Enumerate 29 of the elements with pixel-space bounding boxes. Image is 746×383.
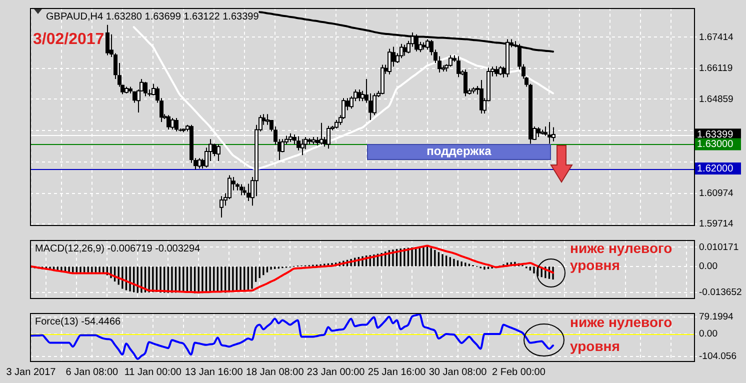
y-tick-label: 1.59714 [699,218,734,230]
y-tick-label: -0.013652 [699,286,742,298]
x-tick-label: 2 Feb 00:00 [492,366,546,378]
x-tick-label: 30 Jan 08:00 [428,366,488,378]
x-tick-label: 23 Jan 00:00 [306,366,366,378]
y-tick-label: 0.00 [699,261,718,272]
ref-line-label: 1.63000 [697,139,734,150]
y-tick-label: 1.67414 [699,32,734,43]
y-tick-label: 1.66119 [699,63,733,74]
y-tick-label: 1.64859 [699,94,734,105]
y-tick-label: -104.056 [699,350,737,362]
text: 3/02/2017 [33,31,104,48]
chart-title: GBPAUD,H4 1.63280 1.63699 1.63122 1.63399 [46,11,260,22]
y-tick-label: 1.60974 [699,188,734,200]
chart-title: MACD(12,26,9) -0.006719 -0.003294 [35,243,201,254]
ref-line-label: 1.63399 [697,129,734,140]
x-tick-label: 11 Jan 00:00 [124,366,182,378]
chart-title: Force(13) -54.4466 [35,316,122,328]
y-tick-label: 0.010171 [699,242,739,253]
x-tick-label: 6 Jan 08:00 [66,366,118,378]
y-tick-label: 79.1994 [699,312,734,323]
x-tick-label: 25 Jan 16:00 [368,366,426,378]
text: ниже нулевого уровня [570,240,674,274]
ref-line-label: 1.62000 [697,163,734,174]
text: ниже нулевого уровня [570,313,674,356]
x-tick-label: 3 Jan 2017 [6,366,56,378]
y-tick-label: 0.00 [699,328,718,340]
x-tick-label: 13 Jan 16:00 [184,366,244,378]
x-tick-label: 18 Jan 08:00 [246,366,304,378]
